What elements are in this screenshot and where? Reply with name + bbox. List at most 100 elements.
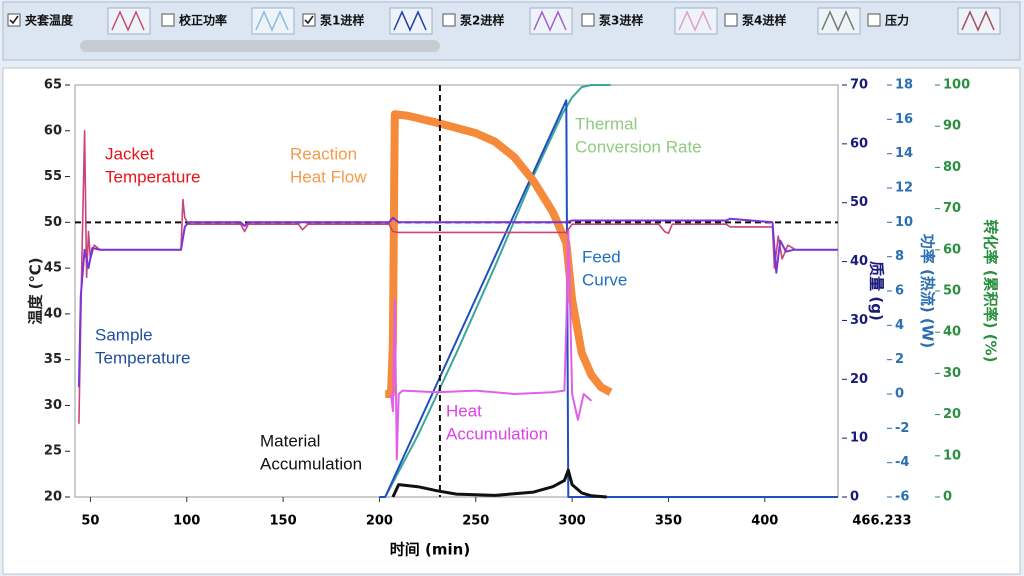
- y3-tick-label: 4: [895, 318, 904, 333]
- y2-tick-label: 40: [850, 254, 868, 269]
- series-label: Feed: [582, 247, 621, 266]
- x-tick-label: 300: [559, 514, 586, 529]
- x-tick-label: 50: [81, 514, 99, 529]
- series-line: [385, 110, 613, 398]
- y2-tick-label: 0: [850, 490, 859, 505]
- y-tick-label: 60: [44, 123, 62, 138]
- y2-tick-label: 20: [850, 372, 868, 387]
- y3-axis-title: 功率 (热流) (W): [919, 234, 937, 348]
- y2-axis-title: 质量 (g): [868, 261, 886, 321]
- legend-icon: [678, 10, 712, 32]
- y3-tick-label: 2: [895, 352, 904, 367]
- series-label: Material: [260, 431, 320, 450]
- series-label: Temperature: [95, 348, 190, 367]
- checkbox[interactable]: [7, 13, 21, 27]
- toolbar-label: 校正功率: [179, 13, 227, 28]
- x-tick-label: 250: [462, 514, 489, 529]
- y2-tick-label: 30: [850, 313, 868, 328]
- y3-tick-label: 18: [895, 78, 913, 93]
- series-label: Heat: [446, 401, 482, 420]
- series-line: [379, 99, 838, 498]
- legend-icon-box[interactable]: [529, 7, 573, 35]
- y3-tick-label: -2: [895, 421, 909, 436]
- y-tick-label: 25: [44, 444, 62, 459]
- x-tick-label: 350: [655, 514, 682, 529]
- y2-tick-label: 60: [850, 136, 868, 151]
- legend-icon: [961, 10, 995, 32]
- y-tick-label: 40: [44, 306, 62, 321]
- y3-tick-label: -6: [895, 490, 909, 505]
- y3-tick-label: 16: [895, 112, 913, 127]
- series-label: Reaction: [290, 144, 357, 163]
- y3-tick-label: 6: [895, 284, 904, 299]
- checkmark: [304, 15, 314, 25]
- plot-area: [74, 84, 839, 498]
- series-label: Curve: [582, 270, 627, 289]
- toolbar-label: 夹套温度: [25, 13, 74, 28]
- scrollbar[interactable]: [80, 40, 440, 52]
- legend-icon-box[interactable]: [957, 7, 1001, 35]
- x-tick-label: 200: [366, 514, 393, 529]
- series-line: [391, 468, 607, 499]
- y-tick-label: 45: [44, 261, 62, 276]
- series-line: [77, 216, 838, 388]
- y3-tick-label: 12: [895, 181, 913, 196]
- x-axis-title: 时间 (min): [390, 541, 470, 559]
- legend-icon-box[interactable]: [674, 7, 718, 35]
- y4-tick-label: 80: [943, 160, 961, 175]
- legend-icon-box[interactable]: [251, 7, 295, 35]
- series-label: Heat Flow: [290, 167, 367, 186]
- legend-icon-box[interactable]: [389, 7, 433, 35]
- series-line: [390, 229, 593, 461]
- y4-tick-label: 0: [943, 490, 952, 505]
- legend-icon: [111, 10, 145, 32]
- checkbox[interactable]: [161, 13, 175, 27]
- y-tick-label: 50: [44, 215, 62, 230]
- legend-icon-box[interactable]: [107, 7, 151, 35]
- legend-icon: [393, 10, 427, 32]
- legend-icon: [533, 10, 567, 32]
- toolbar-label: 泵3进样: [599, 13, 643, 28]
- toolbar-label: 泵4进样: [742, 13, 786, 28]
- legend-icon: [255, 10, 289, 32]
- y4-tick-label: 50: [943, 284, 961, 299]
- legend-icon-box[interactable]: [817, 7, 861, 35]
- legend-icon: [821, 10, 855, 32]
- y-tick-label: 30: [44, 398, 62, 413]
- checkmark: [9, 15, 19, 25]
- series-label: Conversion Rate: [575, 137, 702, 156]
- checkbox[interactable]: [581, 13, 595, 27]
- y-tick-label: 20: [44, 490, 62, 505]
- series-label: Jacket: [105, 144, 154, 163]
- series-label: Accumulation: [446, 424, 548, 443]
- checkbox[interactable]: [302, 13, 316, 27]
- x-tick-label: 100: [173, 514, 200, 529]
- y-tick-label: 35: [44, 352, 62, 367]
- y2-tick-label: 10: [850, 431, 868, 446]
- series-label: Accumulation: [260, 454, 362, 473]
- y4-tick-label: 100: [943, 78, 970, 93]
- toolbar-label: 泵2进样: [460, 13, 504, 28]
- toolbar-label: 泵1进样: [320, 13, 364, 28]
- x-end-label: 466.233: [852, 514, 911, 529]
- y3-tick-label: 0: [895, 387, 904, 402]
- y4-tick-label: 30: [943, 366, 961, 381]
- y2-tick-label: 70: [850, 78, 868, 93]
- y4-axis-title: 转化率 (累积率) (%): [982, 220, 1000, 363]
- y3-tick-label: -4: [895, 455, 909, 470]
- series-label: Temperature: [105, 167, 200, 186]
- checkbox[interactable]: [442, 13, 456, 27]
- checkbox[interactable]: [867, 13, 881, 27]
- y4-tick-label: 90: [943, 119, 961, 134]
- y3-tick-label: 8: [895, 249, 904, 264]
- y4-tick-label: 10: [943, 448, 961, 463]
- y-tick-label: 65: [44, 78, 62, 93]
- y2-tick-label: 50: [850, 195, 868, 210]
- y4-tick-label: 20: [943, 407, 961, 422]
- y3-tick-label: 14: [895, 146, 913, 161]
- checkbox[interactable]: [724, 13, 738, 27]
- y4-tick-label: 60: [943, 242, 961, 257]
- y4-tick-label: 40: [943, 325, 961, 340]
- y3-tick-label: 10: [895, 215, 913, 230]
